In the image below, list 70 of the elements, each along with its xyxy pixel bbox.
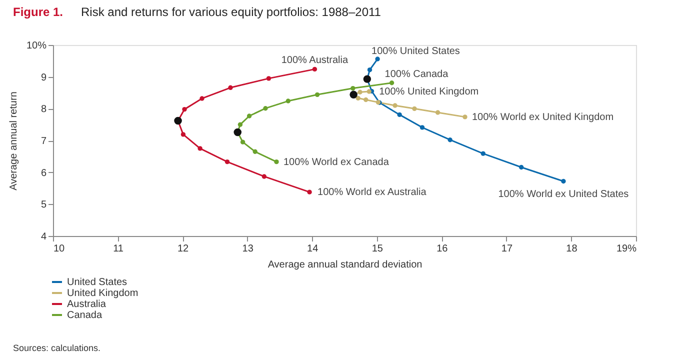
point (412, 106, 417, 112)
point (561, 178, 566, 184)
point (307, 190, 312, 194)
y-tick-label: 10% (26, 40, 47, 52)
y-tick-label: 7 (40, 136, 47, 147)
x-tick-label: 16 (436, 244, 448, 254)
legend-label: United States (67, 277, 128, 288)
y-tick-label: 8 (40, 104, 47, 116)
chart-title: Risk and returns for various equity portfolios: 1988–2011 (81, 5, 382, 19)
point (420, 125, 425, 130)
x-tick-label: 12 (177, 244, 190, 254)
point (356, 96, 360, 100)
legend-label: United Kingdom (67, 288, 138, 299)
point (435, 110, 440, 115)
caption: Figure 1. (13, 5, 64, 19)
point (392, 103, 398, 108)
annotation: 100% United Kingdom (379, 86, 479, 98)
x-tick-label: 11 (113, 244, 124, 254)
point (182, 106, 187, 112)
x-tick-label: 13 (242, 244, 254, 254)
annotation: 100% United States (372, 46, 460, 58)
x-tick-label: 14 (307, 244, 319, 254)
point (519, 164, 524, 170)
annotation: 100% World ex United Kingdom (472, 112, 614, 123)
y-tick-label: 9 (40, 72, 47, 84)
point (180, 132, 186, 137)
point (367, 67, 372, 72)
point (366, 89, 372, 94)
point (364, 97, 368, 102)
point (462, 114, 468, 120)
point (286, 98, 290, 104)
point (238, 122, 243, 127)
point (200, 96, 204, 101)
point (314, 92, 320, 97)
annotation: 100% World ex Australia (318, 187, 427, 198)
point (358, 90, 362, 94)
point (240, 140, 246, 144)
point (389, 80, 394, 86)
point (263, 106, 268, 111)
point (350, 86, 356, 91)
x-tick-label: 10 (54, 244, 66, 254)
point (262, 174, 267, 179)
x-axis-title: Average annual standard deviation (268, 260, 422, 270)
x-tick-label: 18 (566, 244, 578, 254)
annotation: 100% World ex Canada (283, 156, 390, 168)
point (274, 159, 279, 164)
point (480, 151, 486, 156)
y-axis-title: Average annual return (8, 92, 20, 190)
point (266, 76, 272, 81)
annotation: 100% World ex United States (498, 189, 629, 200)
annotation: 100% Australia (281, 55, 348, 66)
point (312, 66, 318, 72)
x-tick-label: 19% (616, 244, 637, 254)
annotation: 100% Canada (384, 68, 449, 80)
legend-label: Australia (67, 299, 106, 310)
point (448, 138, 452, 142)
point (246, 114, 252, 118)
y-tick-label: 6 (40, 168, 47, 179)
legend-label: Canada (67, 310, 102, 321)
x-tick-label: 15 (372, 244, 384, 254)
point (397, 112, 402, 118)
y-tick-label: 5 (40, 200, 47, 211)
x-tick-label: 17 (501, 244, 513, 254)
point (252, 149, 258, 154)
y-tick-label: 4 (40, 232, 47, 242)
point (198, 146, 202, 151)
point (224, 159, 230, 164)
point (228, 85, 233, 90)
source-note: Sources: calculations. (13, 343, 101, 353)
point (375, 56, 380, 62)
